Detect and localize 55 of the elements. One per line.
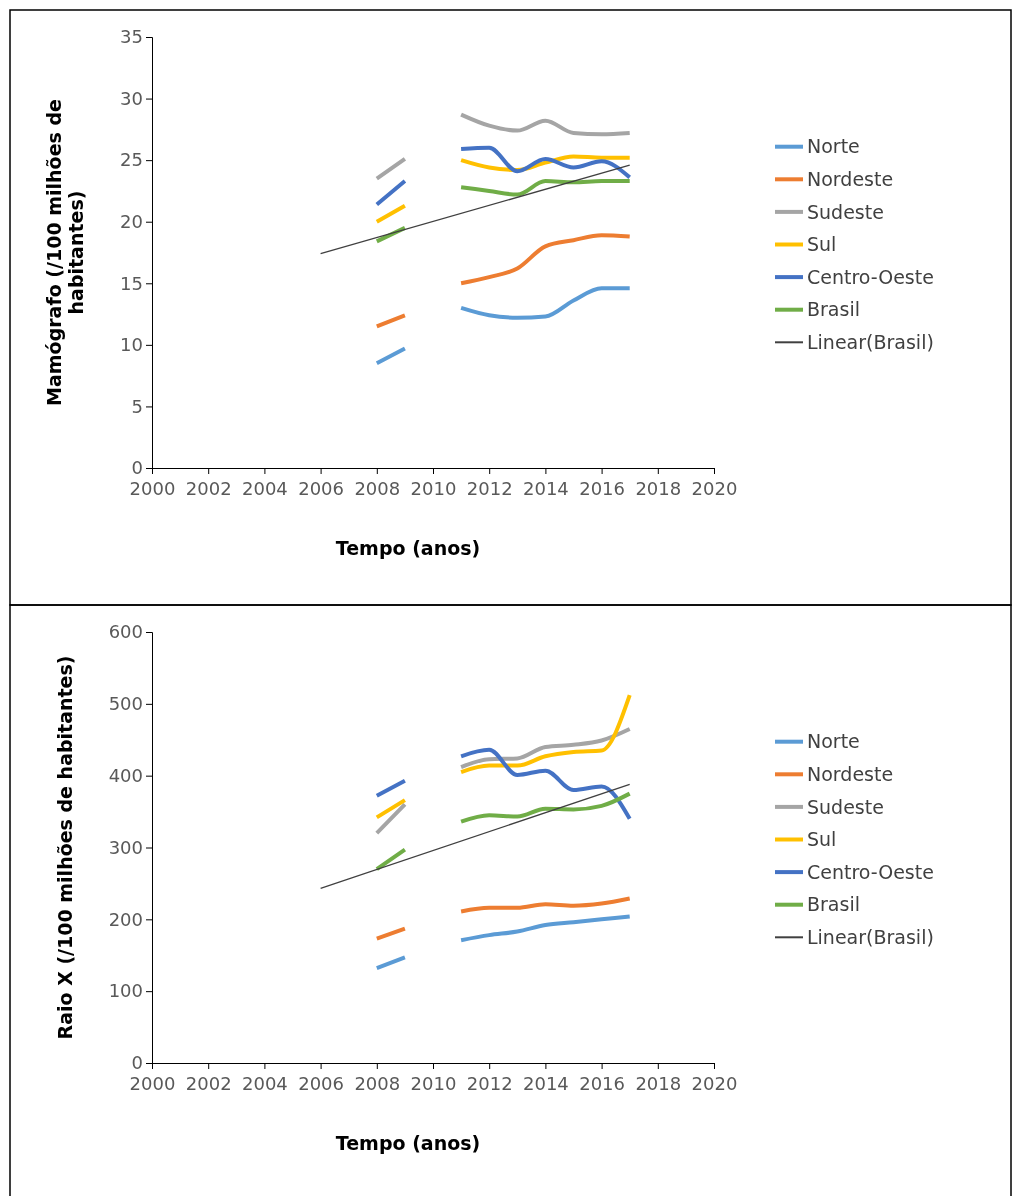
y-tick-label: 200 xyxy=(108,908,143,930)
x-tick-label: 2002 xyxy=(185,1073,232,1094)
x-tick-label: 2010 xyxy=(410,1073,457,1094)
legend-label: Sudeste xyxy=(807,795,884,818)
x-tick-label: 2012 xyxy=(466,1073,513,1094)
legend-label: Sudeste xyxy=(807,200,884,223)
x-tick-label: 2016 xyxy=(579,478,626,499)
y-tick-label: 500 xyxy=(108,693,143,715)
y-tick-label: 10 xyxy=(120,334,143,356)
y-tick-label: 300 xyxy=(108,836,143,858)
y-axis-title: Mamógrafo (/100 milhões de habitantes) xyxy=(42,99,88,406)
x-tick-label: 2018 xyxy=(635,478,682,499)
y-tick-label: 5 xyxy=(131,395,143,417)
legend-label: Centro-Oeste xyxy=(807,265,934,288)
y-tick-label: 20 xyxy=(120,210,143,232)
x-tick-label: 2006 xyxy=(298,478,345,499)
x-tick-label: 2000 xyxy=(129,478,176,499)
legend-label: Nordeste xyxy=(807,762,894,785)
legend-label: Norte xyxy=(807,730,860,753)
legend-label: Brasil xyxy=(807,298,860,321)
y-tick-label: 15 xyxy=(120,272,143,294)
x-tick-label: 2008 xyxy=(354,478,401,499)
y-axis-title: Raio X (/100 milhões de habitantes) xyxy=(54,655,76,1040)
x-tick-label: 2010 xyxy=(410,478,457,499)
legend-label: Brasil xyxy=(807,893,860,916)
y-tick-label: 25 xyxy=(120,149,143,171)
x-axis-title: Tempo (anos) xyxy=(335,537,481,559)
x-tick-label: 2008 xyxy=(354,1073,401,1094)
legend-label: Sul xyxy=(807,828,837,851)
legend-label: Nordeste xyxy=(807,167,894,190)
legend-label: Norte xyxy=(807,135,860,158)
y-tick-label: 600 xyxy=(108,621,143,643)
x-tick-label: 2014 xyxy=(522,1073,569,1094)
x-tick-label: 2002 xyxy=(185,478,232,499)
x-tick-label: 2020 xyxy=(691,478,738,499)
x-axis-title: Tempo (anos) xyxy=(335,1132,481,1154)
x-tick-label: 2004 xyxy=(241,478,288,499)
x-tick-label: 2016 xyxy=(579,1073,626,1094)
legend-label: Linear(Brasil) xyxy=(807,925,934,948)
y-tick-label: 0 xyxy=(131,457,143,479)
x-tick-label: 2000 xyxy=(129,1073,176,1094)
x-tick-label: 2018 xyxy=(635,1073,682,1094)
y-tick-label: 100 xyxy=(108,980,143,1002)
x-tick-label: 2004 xyxy=(241,1073,288,1094)
y-tick-label: 30 xyxy=(120,87,143,109)
y-tick-label: 400 xyxy=(108,764,143,786)
y-tick-label: 35 xyxy=(120,26,143,48)
x-tick-label: 2014 xyxy=(522,478,569,499)
x-tick-label: 2020 xyxy=(691,1073,738,1094)
y-tick-label: 0 xyxy=(131,1052,143,1074)
legend-label: Centro-Oeste xyxy=(807,860,934,883)
legend-label: Linear(Brasil) xyxy=(807,330,934,353)
x-tick-label: 2012 xyxy=(466,478,513,499)
x-tick-label: 2006 xyxy=(298,1073,345,1094)
legend-label: Sul xyxy=(807,233,837,256)
